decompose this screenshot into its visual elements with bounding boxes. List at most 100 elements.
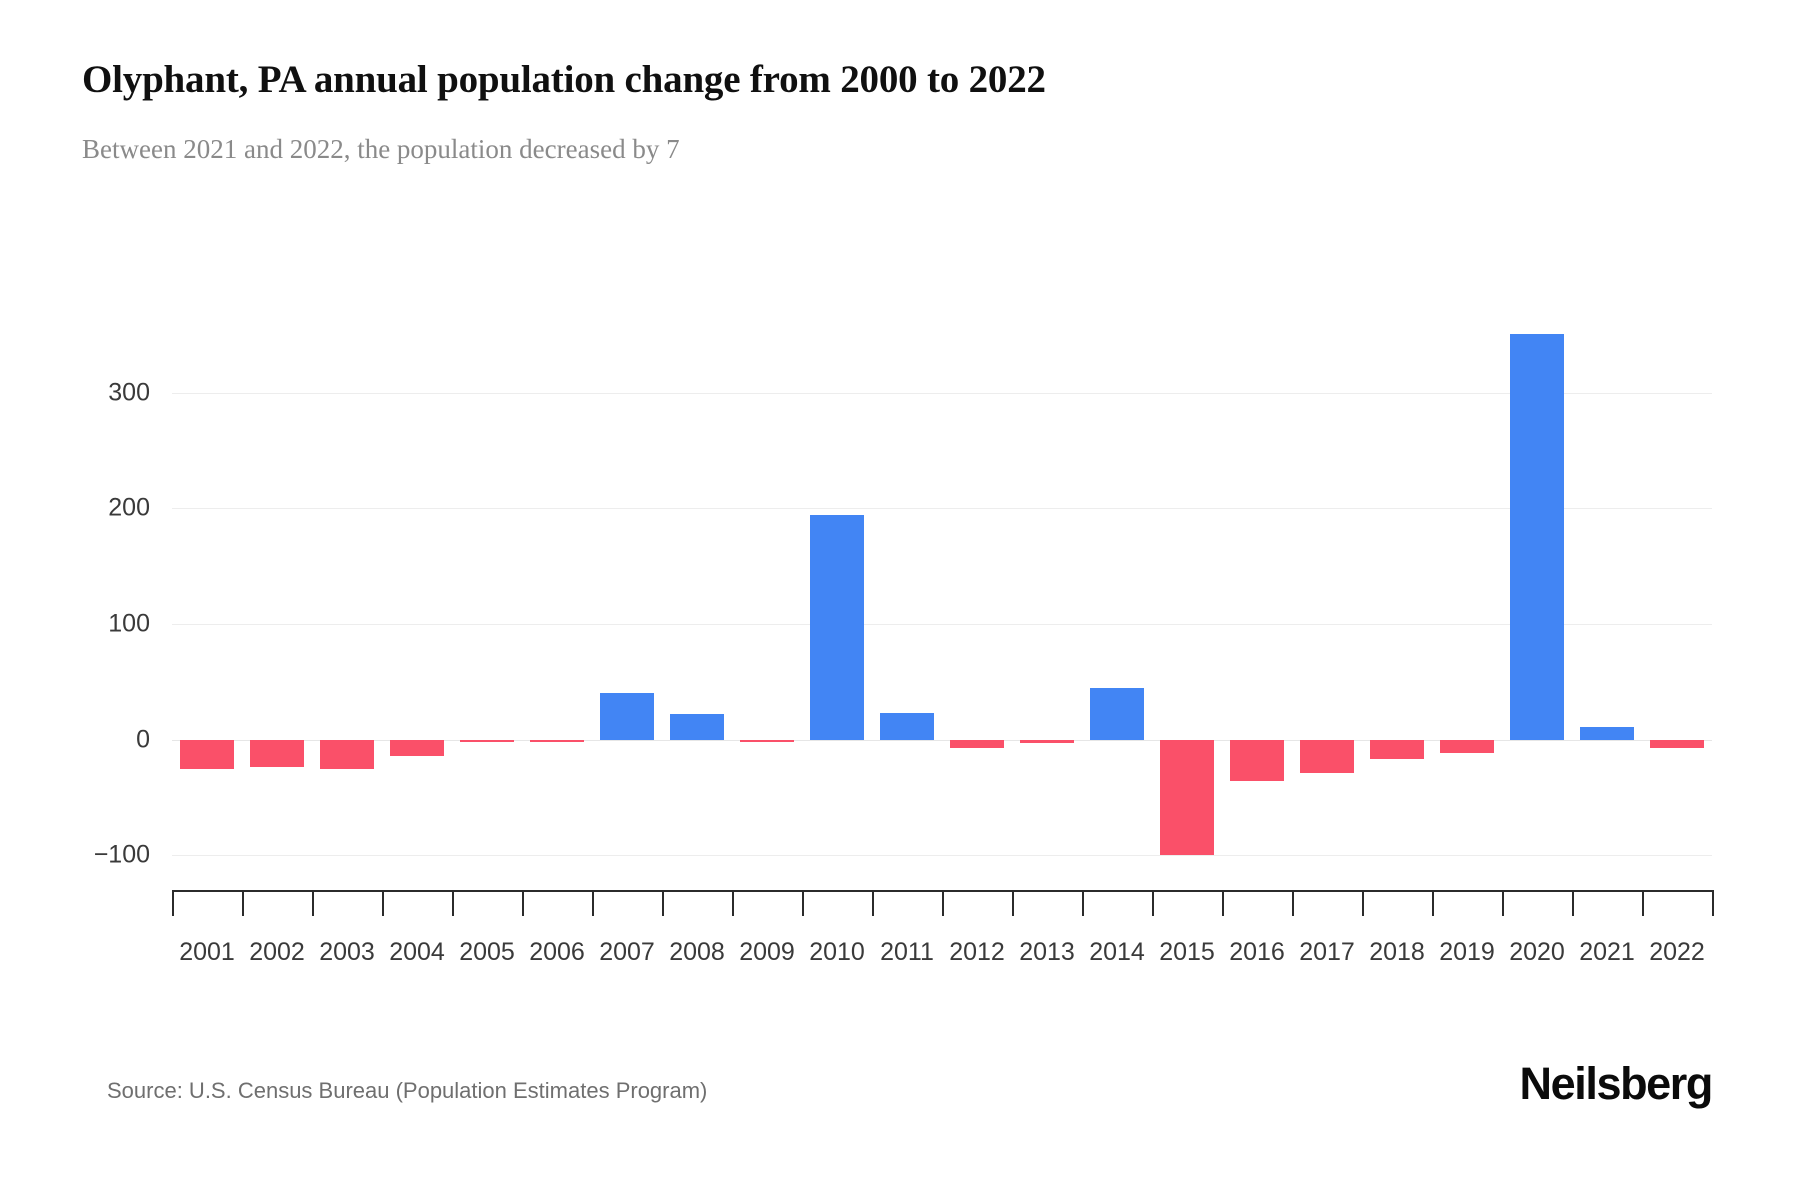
bar-2002[interactable] [249,739,305,768]
bar-2015[interactable] [1159,739,1215,856]
x-axis-tick [1502,890,1504,916]
bar-2007[interactable] [599,693,655,740]
x-axis-label-2015: 2015 [1159,938,1215,966]
gridline-300 [172,392,1712,394]
x-axis-label-2006: 2006 [529,938,585,966]
x-axis-tick [1642,890,1644,916]
bar-cell [802,300,872,890]
bar-2006[interactable] [529,739,585,742]
x-axis-tick [662,890,664,916]
gridline-100 [172,623,1712,625]
x-axis-tick [942,890,944,916]
bar-2020[interactable] [1509,333,1565,740]
x-axis-tick [872,890,874,916]
bar-cell [1572,300,1642,890]
bar-2014[interactable] [1089,687,1145,740]
x-axis-label-2016: 2016 [1229,938,1285,966]
x-axis-tick [1292,890,1294,916]
bar-2003[interactable] [319,739,375,769]
x-axis-labels: 2001 2002 2003 2004 2005 2006 2007 2008 2009 2010… [172,938,1712,967]
x-axis-label-2019: 2019 [1439,938,1495,966]
bar-cell [312,300,382,890]
bar-cell [172,300,242,890]
bar-2004[interactable] [389,739,445,756]
bar-2009[interactable] [739,739,795,742]
bar-cell [1432,300,1502,890]
bar-2001[interactable] [179,739,235,769]
x-axis-label-2022: 2022 [1649,938,1705,966]
bar-cell [242,300,312,890]
page-subtitle: Between 2021 and 2022, the population de… [82,134,680,164]
x-axis-label-2014: 2014 [1089,938,1145,966]
x-axis-label-2018: 2018 [1369,938,1425,966]
bar-cell [1152,300,1222,890]
x-axis-label-2004: 2004 [389,938,445,966]
bar-2017[interactable] [1299,739,1355,774]
x-axis-tick [1362,890,1364,916]
bar-cell [942,300,1012,890]
x-axis-tick [452,890,454,916]
bar-2018[interactable] [1369,739,1425,760]
y-axis-tick-label: 0 [136,725,150,754]
y-axis-tick-label: −100 [93,840,150,869]
x-axis-label-2013: 2013 [1019,938,1075,966]
x-axis-label-2001: 2001 [179,938,235,966]
bar-2013[interactable] [1019,739,1075,744]
x-axis-label-2010: 2010 [809,938,865,966]
x-axis-tick [732,890,734,916]
bar-2005[interactable] [459,739,515,742]
bar-2022[interactable] [1649,739,1705,748]
bar-cell [1362,300,1432,890]
x-axis-label-2008: 2008 [669,938,725,966]
x-axis-tick [1012,890,1014,916]
x-axis-tick [1572,890,1574,916]
source-note: Source: U.S. Census Bureau (Population E… [107,1078,708,1103]
bar-cell [732,300,802,890]
bar-cell [522,300,592,890]
x-axis-label-2002: 2002 [249,938,305,966]
bar-cell [1502,300,1572,890]
x-axis-tick [1222,890,1224,916]
x-axis-ticks [172,890,1714,916]
bar-2016[interactable] [1229,739,1285,782]
brand-logo: Neilsberg [1519,1058,1714,1109]
bar-2012[interactable] [949,739,1005,748]
x-axis-tick [1712,890,1714,916]
bar-cell [662,300,732,890]
x-axis-tick [382,890,384,916]
x-axis-label-2021: 2021 [1579,938,1635,966]
bar-2019[interactable] [1439,739,1495,754]
x-axis-label-2011: 2011 [880,938,934,966]
x-axis-tick [522,890,524,916]
bar-series [172,300,1712,890]
page-title: Olyphant, PA annual population change fr… [82,58,1046,101]
x-axis-label-2007: 2007 [599,938,655,966]
x-axis-label-2020: 2020 [1509,938,1565,966]
bar-cell [1222,300,1292,890]
bar-2011[interactable] [879,713,935,740]
bar-2021[interactable] [1579,726,1635,740]
y-axis-tick-label: 200 [108,493,150,522]
x-axis-tick [1082,890,1084,916]
x-axis-tick [1432,890,1434,916]
plot-area: 300 200 100 0 −100 [94,300,1712,890]
gridline--100 [172,855,1712,857]
x-axis-tick [312,890,314,916]
x-axis-label-2012: 2012 [949,938,1005,966]
bar-2010[interactable] [809,515,865,740]
bar-cell [1082,300,1152,890]
y-axis-tick-label: 300 [108,378,150,407]
x-axis-tick [592,890,594,916]
bar-2008[interactable] [669,714,725,740]
x-axis-label-2017: 2017 [1299,938,1355,966]
bar-cell [592,300,662,890]
bar-cell [452,300,522,890]
x-axis-tick [802,890,804,916]
y-axis-tick-label: 100 [108,609,150,638]
gridline-0 [172,739,1712,741]
gridline-200 [172,508,1712,510]
x-axis-tick [172,890,174,916]
x-axis-tick [242,890,244,916]
bar-cell [382,300,452,890]
